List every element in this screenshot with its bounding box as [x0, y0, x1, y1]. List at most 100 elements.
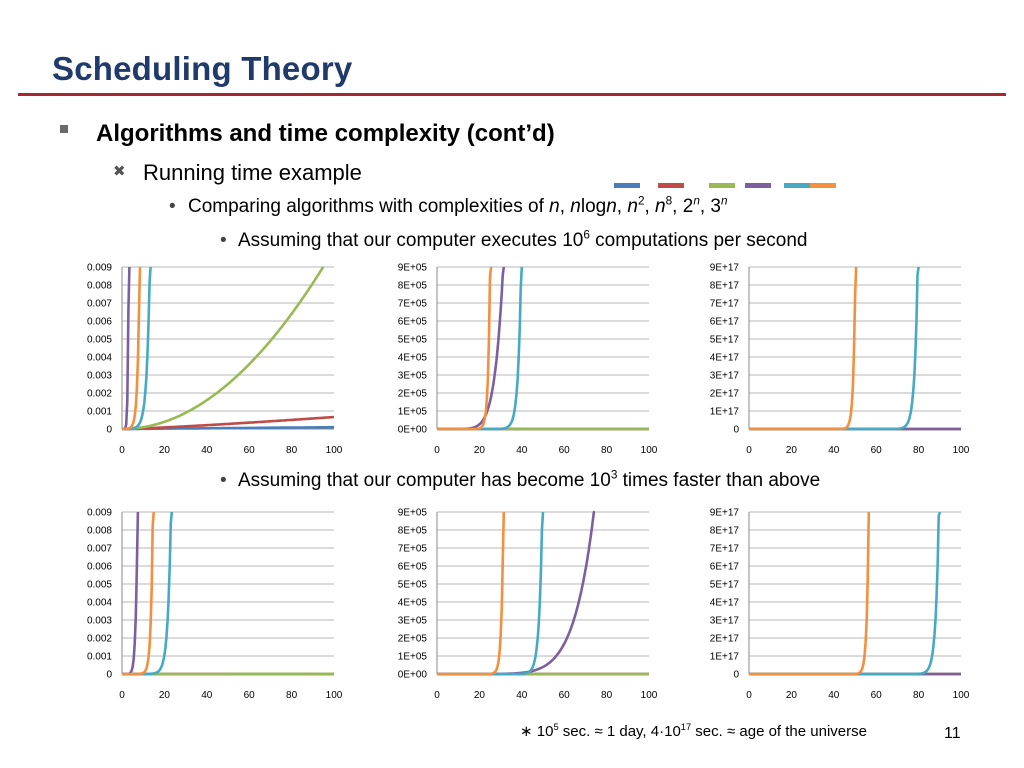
x-tick-label: 0	[119, 690, 125, 701]
series-line-two_n	[748, 266, 920, 431]
chart-top-1: 0E+00 1E+05 2E+05 3E+05 4E+05 5E+05 6E+05 7E+05…	[398, 263, 658, 457]
complexities-prefix: Comparing algorithms with complexities o…	[188, 196, 550, 217]
y-tick-label: 7E+17	[710, 544, 740, 555]
legend-swatch-n2	[709, 183, 735, 188]
x-tick-label: 80	[601, 445, 613, 456]
series-line-three_n	[436, 511, 506, 676]
y-tick-label: 0.007	[87, 544, 112, 555]
y-tick-label: 0.002	[87, 389, 112, 400]
x-tick-label: 60	[244, 690, 256, 701]
footnote-part1: 10	[532, 723, 554, 740]
speed1-exponent: 6	[583, 228, 590, 242]
y-tick-label: 9E+05	[398, 508, 428, 519]
y-tick-label: 0.003	[87, 371, 112, 382]
bullet-level1: Algorithms and time complexity (cont’d)	[96, 120, 555, 147]
y-tick-label: 0	[733, 670, 739, 681]
x-tick-label: 40	[828, 445, 840, 456]
series-line-two_n	[436, 266, 524, 431]
cross-bullet-icon: ✖	[113, 163, 126, 180]
slide-title: Scheduling Theory	[52, 50, 353, 87]
square-bullet-icon	[60, 125, 68, 133]
series-line-two_n	[436, 511, 545, 676]
y-tick-label: 0.004	[87, 598, 112, 609]
series-line-nlogn	[121, 415, 335, 431]
x-tick-label: 20	[159, 690, 171, 701]
series-line-n8	[436, 266, 506, 431]
y-tick-label: 5E+17	[710, 580, 740, 591]
bullet-level2: Running time example	[143, 160, 362, 185]
x-tick-label: 40	[516, 445, 528, 456]
legend-swatches	[614, 183, 844, 191]
y-tick-label: 6E+05	[398, 562, 428, 573]
y-tick-label: 4E+05	[398, 598, 428, 609]
legend-swatch-n8	[745, 183, 771, 188]
y-tick-label: 0E+00	[398, 425, 428, 436]
series-line-three_n	[748, 266, 858, 431]
y-tick-label: 1E+17	[710, 652, 740, 663]
series-line-three_n	[121, 511, 156, 676]
series-line-n8	[436, 510, 596, 676]
x-tick-label: 100	[953, 445, 970, 456]
y-tick-label: 0.005	[87, 335, 112, 346]
y-tick-label: 0	[733, 425, 739, 436]
x-tick-label: 100	[953, 690, 970, 701]
x-tick-label: 80	[286, 690, 298, 701]
y-tick-label: 0.001	[87, 652, 112, 663]
y-tick-label: 7E+05	[398, 544, 428, 555]
x-tick-label: 60	[871, 690, 883, 701]
y-tick-label: 2E+05	[398, 389, 428, 400]
series-line-n2	[121, 266, 325, 431]
y-tick-label: 0.002	[87, 634, 112, 645]
y-tick-label: 5E+17	[710, 335, 740, 346]
x-tick-label: 0	[746, 445, 752, 456]
speed2-prefix: Assuming that our computer has become 10	[238, 470, 611, 491]
y-tick-label: 8E+05	[398, 526, 428, 537]
y-tick-label: 8E+05	[398, 281, 428, 292]
x-tick-label: 20	[474, 690, 486, 701]
x-tick-label: 20	[159, 445, 171, 456]
legend-swatch-n	[614, 183, 640, 188]
y-tick-label: 0.001	[87, 407, 112, 418]
x-tick-label: 20	[786, 690, 798, 701]
x-tick-label: 20	[474, 445, 486, 456]
chart-bottom-2: 0 1E+17 2E+17 3E+17 4E+17 5E+17 6E+17 7E+17 8E+1…	[710, 508, 970, 702]
series-line-two_n	[121, 511, 174, 676]
y-tick-label: 2E+17	[710, 634, 740, 645]
y-tick-label: 0.008	[87, 526, 112, 537]
speed1-prefix: Assuming that our computer executes 10	[238, 230, 584, 251]
y-tick-label: 0E+00	[398, 670, 428, 681]
x-tick-label: 20	[786, 445, 798, 456]
y-tick-label: 1E+05	[398, 407, 428, 418]
y-tick-label: 6E+05	[398, 317, 428, 328]
x-tick-label: 40	[828, 690, 840, 701]
x-tick-label: 100	[641, 445, 658, 456]
chart-bottom-1: 0E+00 1E+05 2E+05 3E+05 4E+05 5E+05 6E+05 7E+05…	[398, 508, 658, 702]
y-tick-label: 0.004	[87, 353, 112, 364]
series-line-n8	[121, 266, 131, 431]
x-tick-label: 60	[559, 690, 571, 701]
x-tick-label: 100	[326, 690, 343, 701]
x-tick-label: 60	[244, 445, 256, 456]
legend-swatch-three_n	[810, 183, 836, 188]
y-tick-label: 3E+05	[398, 616, 428, 627]
series-line-three_n	[436, 266, 493, 431]
y-tick-label: 9E+05	[398, 263, 428, 274]
complexity-item: 3n	[710, 194, 728, 217]
page-number: 11	[944, 725, 961, 742]
y-tick-label: 1E+05	[398, 652, 428, 663]
complexity-item: n2	[627, 194, 645, 217]
y-tick-label: 0.006	[87, 562, 112, 573]
y-tick-label: 4E+17	[710, 353, 740, 364]
x-tick-label: 80	[601, 690, 613, 701]
y-tick-label: 3E+17	[710, 371, 740, 382]
y-tick-label: 2E+17	[710, 389, 740, 400]
x-tick-label: 40	[516, 690, 528, 701]
footnote-part2: sec. ≈ 1 day, 4·10	[558, 723, 681, 740]
y-tick-label: 8E+17	[710, 526, 740, 537]
y-tick-label: 7E+17	[710, 299, 740, 310]
x-tick-label: 40	[201, 445, 213, 456]
y-tick-label: 0.005	[87, 580, 112, 591]
bullet-level3-complexities: Comparing algorithms with complexities o…	[188, 194, 728, 218]
speed1-suffix: computations per second	[589, 230, 808, 251]
